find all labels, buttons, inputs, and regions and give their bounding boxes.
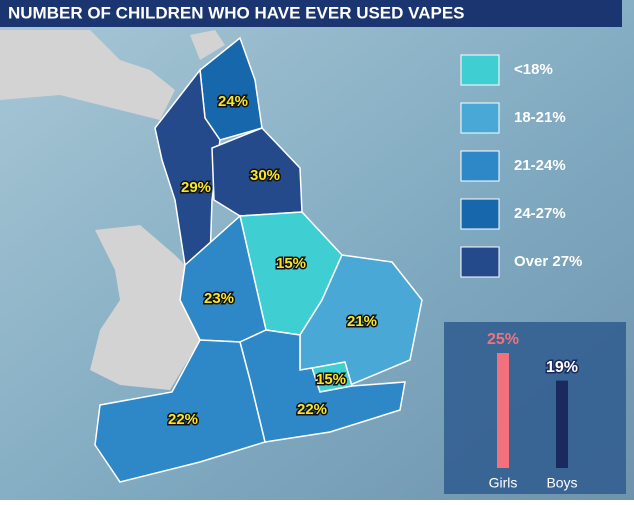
region-label: 23% (204, 290, 234, 307)
region-label: 24% (218, 93, 248, 110)
england-map: 24% 29% 30% 15% 23% 21% 15% 22% 22% (94, 36, 423, 483)
legend-label: 24-27% (514, 205, 566, 222)
region (154, 68, 221, 266)
legend-swatch (460, 54, 500, 86)
scotland (0, 30, 175, 120)
inset-panel (444, 322, 626, 494)
region-label: 15% (276, 255, 306, 272)
category-label: Girls (489, 475, 518, 491)
region-label: 15% (316, 371, 346, 388)
value-label: 19% (546, 359, 578, 376)
region-label: 21% (347, 313, 377, 330)
legend-swatch (460, 198, 500, 230)
scotland-border (190, 30, 225, 60)
region (94, 339, 266, 483)
inset-chart: 25% Girls 19% Boys (487, 331, 580, 491)
title: NUMBER OF CHILDREN WHO HAVE EVER USED VA… (8, 3, 465, 22)
legend-swatch (460, 150, 500, 182)
legend-swatch (460, 246, 500, 278)
legend-label: 18-21% (514, 109, 566, 126)
wales (90, 225, 200, 390)
legend-label: Over 27% (514, 253, 582, 270)
category-label: Boys (546, 475, 577, 491)
region-label: 22% (168, 411, 198, 428)
bar (497, 353, 509, 468)
title-bar (0, 0, 622, 27)
legend-swatch (460, 102, 500, 134)
legend-label: 21-24% (514, 157, 566, 174)
legend-label: <18% (514, 61, 553, 78)
region-label: 30% (250, 167, 280, 184)
region-label: 29% (181, 179, 211, 196)
value-label: 25% (487, 331, 519, 348)
bar (556, 380, 568, 468)
legend: <18% 18-21% 21-24% 24-27% Over 27% (460, 54, 582, 278)
region-label: 22% (297, 401, 327, 418)
